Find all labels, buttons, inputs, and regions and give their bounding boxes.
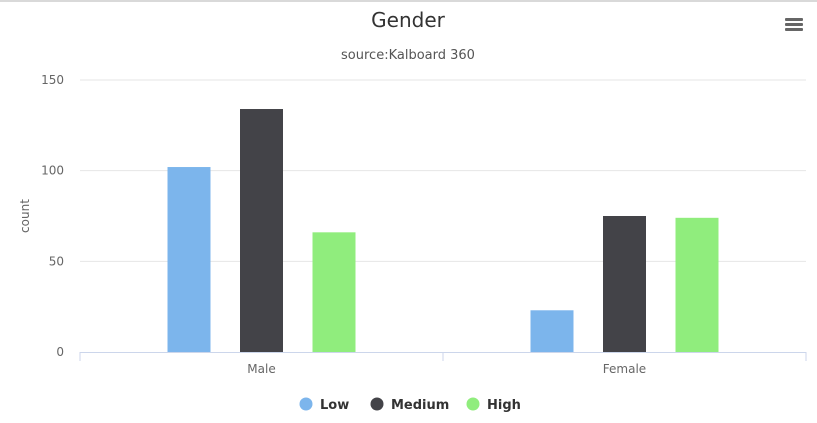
y-axis-label: count [18, 199, 32, 233]
top-border [0, 0, 817, 2]
chart-title: Gender [371, 8, 445, 32]
legend-label: Low [320, 398, 349, 413]
legend-marker [370, 397, 384, 411]
bar-high-male[interactable] [312, 232, 356, 352]
chart-subtitle: source:Kalboard 360 [341, 48, 475, 63]
bar-high-female[interactable] [675, 217, 719, 352]
y-tick-label: 50 [49, 254, 64, 268]
legend-item-low[interactable]: Low [299, 397, 350, 414]
legend-item-high[interactable]: High [466, 397, 521, 414]
bar-medium-female[interactable] [603, 216, 646, 352]
x-tick-label: Male [247, 362, 275, 376]
hamburger-menu-icon[interactable] [783, 15, 805, 35]
y-tick-label: 100 [41, 164, 64, 178]
bar-medium-male[interactable] [240, 109, 283, 352]
legend-item-medium[interactable]: Medium [370, 397, 450, 414]
bar-low-male[interactable] [167, 167, 211, 352]
legend-label: High [487, 398, 521, 413]
bar-low-female[interactable] [530, 310, 574, 352]
x-tick-label: Female [603, 362, 646, 376]
legend-marker [466, 397, 480, 411]
legend-label: Medium [391, 398, 449, 413]
legend-marker [299, 397, 313, 411]
y-tick-label: 0 [56, 345, 64, 359]
y-tick-label: 150 [41, 73, 64, 87]
